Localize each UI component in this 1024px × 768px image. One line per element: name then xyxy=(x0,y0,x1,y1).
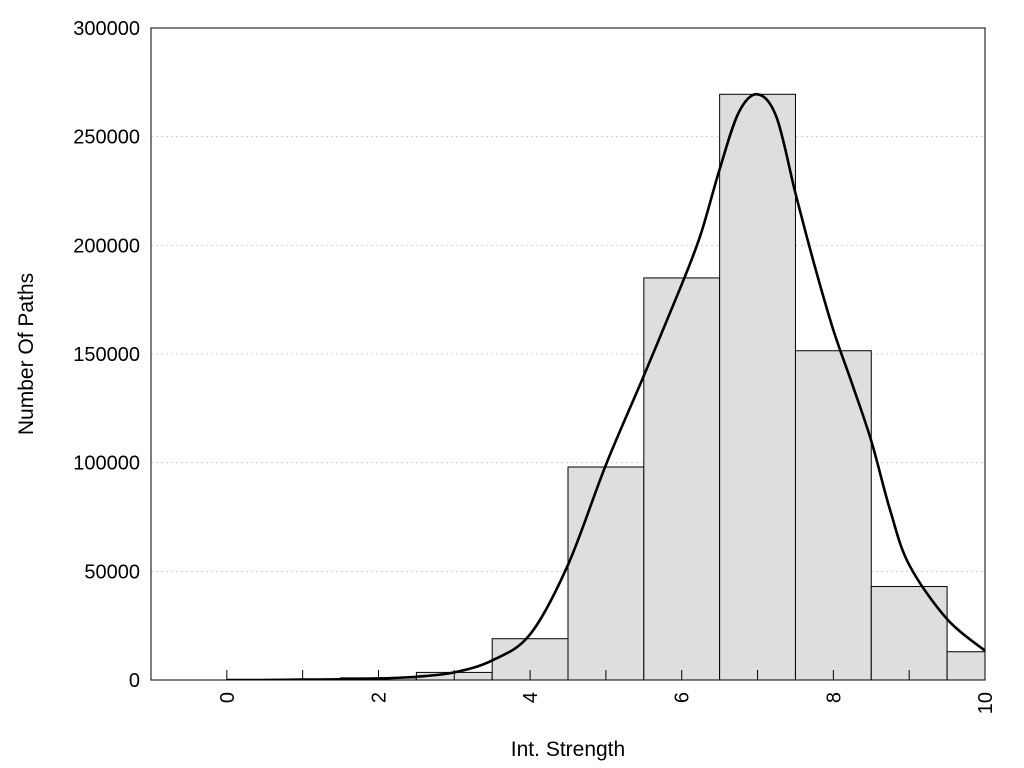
bars xyxy=(264,93,985,680)
histogram-bar xyxy=(794,350,872,680)
density-curve xyxy=(226,92,985,680)
x-tick-label: 10 xyxy=(975,692,997,714)
histogram-bar xyxy=(946,651,985,680)
x-tick-label: 2 xyxy=(368,692,390,703)
x-tick-label: 4 xyxy=(520,692,542,703)
y-axis-ticks: 0 50000 100000 150000 200000 250000 300000 xyxy=(73,18,140,692)
y-tick-label: 300000 xyxy=(73,18,140,40)
x-axis-ticks: 0 2 4 6 8 10 xyxy=(150,670,997,714)
y-tick-label: 50000 xyxy=(84,561,140,583)
y-tick-label: 200000 xyxy=(73,235,140,257)
y-tick-label: 0 xyxy=(129,670,140,692)
y-tick-label: 100000 xyxy=(73,453,140,475)
plot-area-frame xyxy=(150,27,986,681)
x-tick-label: 8 xyxy=(823,692,845,703)
x-tick-label: 0 xyxy=(217,692,239,703)
x-axis-label: Int. Strength xyxy=(511,738,625,761)
y-tick-label: 250000 xyxy=(73,127,140,149)
histogram-bar xyxy=(567,466,645,680)
histogram-bar xyxy=(643,277,721,680)
x-tick-label: 6 xyxy=(672,692,694,703)
histogram-bar xyxy=(870,586,948,680)
y-tick-label: 150000 xyxy=(73,344,140,366)
density-curve-layer xyxy=(226,92,985,680)
histogram-bar xyxy=(719,93,796,680)
y-axis-label: Number Of Paths xyxy=(15,273,38,435)
